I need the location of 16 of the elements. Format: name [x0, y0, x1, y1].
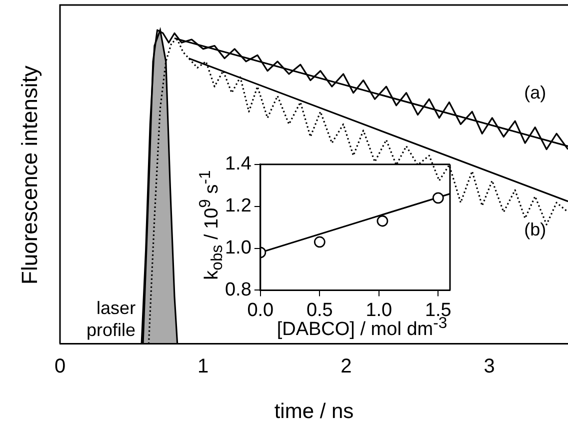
x-tick-label: 2	[340, 355, 352, 378]
x-tick-label: 0.0	[247, 300, 274, 321]
y-tick-label: 0.8	[224, 279, 252, 300]
x-tick-label: 1	[198, 355, 209, 378]
x-tick-label: 0.5	[306, 300, 333, 321]
y-axis-title: Fluorescence intensity	[17, 66, 43, 284]
series-label: (a)	[524, 82, 546, 102]
series-label: laser profile	[86, 298, 136, 340]
y-tick-label: 1.4	[224, 154, 252, 175]
series-label: (b)	[524, 219, 546, 240]
x-axis-title: time / ns	[274, 400, 354, 424]
x-tick-label: 3	[484, 355, 495, 378]
x-tick-label: 1.0	[366, 300, 392, 321]
y-tick-label: 1.0	[224, 238, 252, 258]
y-tick-label: 1.2	[224, 196, 252, 217]
x-tick-label: 0	[54, 355, 66, 378]
